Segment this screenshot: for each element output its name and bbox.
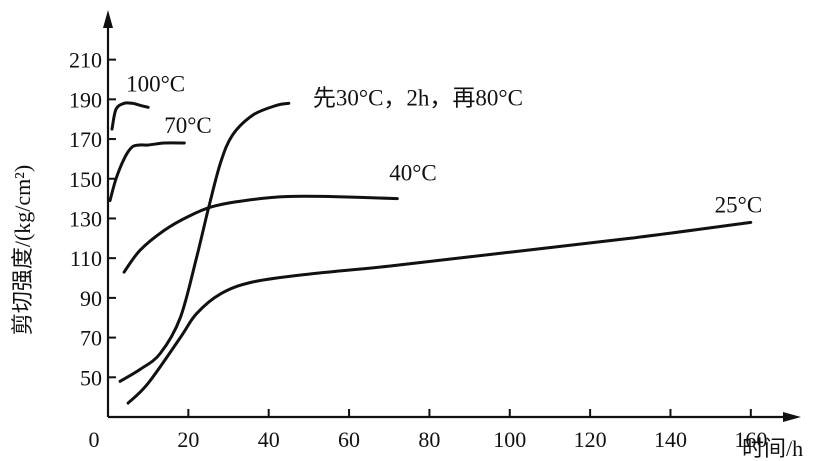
x-tick-label: 140 xyxy=(654,427,687,452)
x-tick-label: 120 xyxy=(574,427,607,452)
y-tick-label: 90 xyxy=(80,286,102,311)
y-axis-arrow xyxy=(103,10,113,28)
y-tick-label: 150 xyxy=(69,167,102,192)
y-tick-label: 210 xyxy=(69,48,102,73)
x-tick-label: 20 xyxy=(177,427,199,452)
y-tick-label: 70 xyxy=(80,326,102,351)
x-axis-arrow xyxy=(783,412,801,422)
x-tick-label: 100 xyxy=(493,427,526,452)
x-tick-label: 40 xyxy=(258,427,280,452)
series-line-1 xyxy=(110,101,150,131)
series-line-4 xyxy=(122,194,399,274)
x-tick-label: 80 xyxy=(418,427,440,452)
curve-label-1: 100°C xyxy=(126,71,185,96)
y-tick-label: 50 xyxy=(80,365,102,390)
series-group xyxy=(108,101,753,405)
y-tick-label: 130 xyxy=(69,206,102,231)
y-tick-label: 170 xyxy=(69,127,102,152)
curve-label-5: 25°C xyxy=(715,193,763,218)
x-tick-label: 60 xyxy=(338,427,360,452)
y-tick-label: 110 xyxy=(70,246,102,271)
tick-marks: 0 20 40 60 80 100 120 140 160 50 70 90 110 130 150 170 1… xyxy=(69,48,767,452)
series-line-5 xyxy=(126,220,753,405)
series-line-2 xyxy=(108,141,186,203)
y-tick-label: 190 xyxy=(69,87,102,112)
x-tick-label: 0 xyxy=(89,427,100,452)
curve-label-3: 先30°C，2h，再80°C xyxy=(313,85,523,110)
x-axis-label: 时间/h xyxy=(742,436,803,461)
curve-label-4: 40°C xyxy=(389,161,437,186)
y-axis-label: 剪切强度/(kg/cm²) xyxy=(10,165,35,335)
x-tick-label: 160 xyxy=(734,427,767,452)
curve-labels: 100°C 70°C 先30°C，2h，再80°C 40°C 25°C xyxy=(126,71,762,217)
curve-label-2: 70°C xyxy=(164,113,212,138)
